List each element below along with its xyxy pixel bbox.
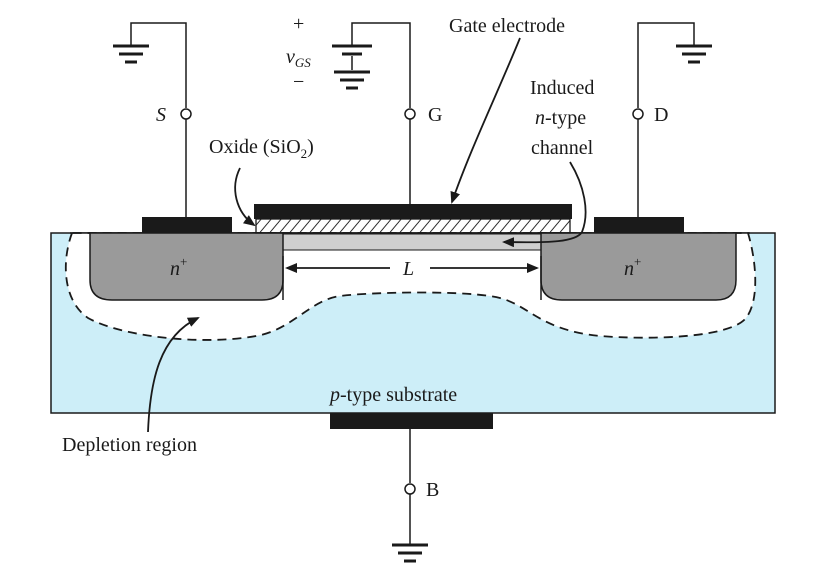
source-terminal: [113, 22, 192, 217]
body-label: B: [426, 479, 439, 501]
induced-channel: [282, 233, 542, 251]
gate-label: G: [428, 104, 442, 126]
vgs-label: vGS: [286, 46, 311, 70]
source-nplus-label: n+: [170, 254, 187, 280]
source-contact: [142, 217, 232, 233]
drain-label: D: [654, 104, 668, 126]
gate-electrode: [254, 204, 572, 219]
oxide-label: Oxide (SiO2): [209, 136, 314, 161]
source-label: S: [156, 104, 166, 126]
drain-n-plus-region: [540, 232, 737, 301]
body-terminal: [392, 429, 428, 563]
gate-terminal: [332, 22, 416, 204]
depletion-label: Depletion region: [62, 434, 197, 456]
gate-electrode-label: Gate electrode: [449, 15, 565, 37]
oxide-pointer: [234, 167, 256, 227]
length-label: L: [402, 258, 414, 280]
drain-contact: [594, 217, 684, 233]
gate-electrode-pointer: [450, 37, 521, 204]
drain-nplus-label: n+: [624, 254, 641, 280]
induced-label: Induced: [530, 77, 594, 99]
body-contact: [330, 413, 493, 429]
substrate-label: p-type substrate: [328, 384, 457, 406]
channel-label: channel: [531, 137, 594, 159]
drain-terminal: [632, 22, 712, 217]
channel-pointer: [502, 161, 587, 248]
depletion-pointer: [147, 317, 200, 433]
vgs-minus-label: −: [293, 71, 304, 93]
oxide-layer: [255, 218, 571, 234]
vgs-plus-label: +: [293, 13, 304, 35]
ntype-label: n-type: [535, 107, 586, 129]
channel-length-dimension: [282, 256, 542, 300]
